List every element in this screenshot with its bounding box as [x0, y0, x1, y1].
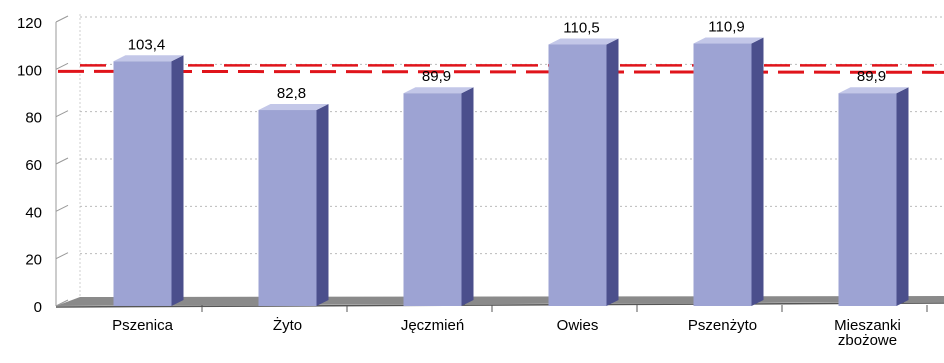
y-tick-mark: [55, 110, 69, 118]
bar-front: [693, 43, 752, 306]
y-tick-mark: [55, 204, 69, 212]
x-axis: Pszenica Żyto Jęczmień Owies Pszenżyto Miesza…: [112, 305, 928, 349]
reference-line-front: [57, 69, 944, 74]
bar: [838, 87, 909, 306]
bars: [113, 37, 909, 306]
bar-top: [838, 87, 909, 94]
x-tick-label-line: Mieszanki: [834, 317, 901, 334]
data-label: 89,9: [857, 68, 886, 85]
data-label: 89,9: [422, 68, 451, 85]
x-tick-label-line: Pszenżyto: [688, 317, 757, 334]
data-labels: 103,4 82,8 89,9 110,5 110,9 89,9: [128, 19, 886, 103]
y-tick-label: 120: [17, 15, 42, 32]
y-tick-label: 0: [34, 299, 42, 316]
bar-front: [838, 93, 897, 306]
bar-front: [113, 61, 172, 306]
x-tick-label-line: Pszenica: [112, 317, 174, 334]
grid-lines: [79, 14, 944, 300]
y-axis: 0 20 40 60 80 100 120: [17, 15, 69, 316]
bar-top: [693, 37, 764, 44]
chart-floor: [55, 296, 944, 308]
y-tick-mark: [55, 252, 69, 260]
reference-line: [57, 64, 944, 74]
y-tick-mark: [55, 15, 69, 23]
x-tick-label: Jęczmień: [401, 317, 464, 334]
bar: [258, 104, 329, 306]
bar-side: [606, 38, 619, 306]
y-tick-label: 40: [25, 204, 42, 221]
bar-side: [896, 87, 909, 306]
x-tick-label-line: Owies: [557, 317, 599, 334]
bar-top: [548, 38, 619, 45]
bar-front: [403, 93, 462, 306]
x-axis-line: [55, 302, 944, 308]
x-tick-label-line: Żyto: [273, 316, 302, 334]
bar-side: [461, 87, 474, 306]
y-tick-label: 100: [17, 62, 42, 79]
data-label: 103,4: [128, 36, 166, 53]
data-label: 110,5: [563, 19, 599, 36]
bar-side: [171, 55, 184, 306]
x-tick-label: Żyto: [273, 316, 302, 334]
bar-front: [258, 110, 317, 306]
bar: [693, 37, 764, 306]
x-tick-label: Pszenżyto: [688, 317, 757, 334]
x-tick-label: Mieszanki zbożowe: [834, 317, 901, 349]
x-tick-label-line: zbożowe: [838, 332, 897, 349]
bar-side: [751, 37, 764, 306]
bar-side: [316, 104, 329, 306]
y-tick-mark: [55, 62, 69, 70]
bar-top: [258, 104, 329, 111]
y-tick-mark: [55, 299, 69, 307]
bar: [113, 55, 184, 306]
x-tick-label: Owies: [557, 317, 599, 334]
y-tick-label: 60: [25, 157, 42, 174]
bar: [403, 87, 474, 306]
x-tick-label: Pszenica: [112, 317, 174, 334]
bar-top: [403, 87, 474, 94]
bar: [548, 38, 619, 306]
y-tick-mark: [55, 157, 69, 165]
bar-top: [113, 55, 184, 62]
data-label: 82,8: [277, 85, 306, 102]
x-tick-label-line: Jęczmień: [401, 317, 464, 334]
data-label: 110,9: [708, 19, 744, 36]
bar-front: [548, 44, 607, 306]
y-tick-label: 20: [25, 252, 42, 269]
y-tick-label: 80: [25, 110, 42, 127]
